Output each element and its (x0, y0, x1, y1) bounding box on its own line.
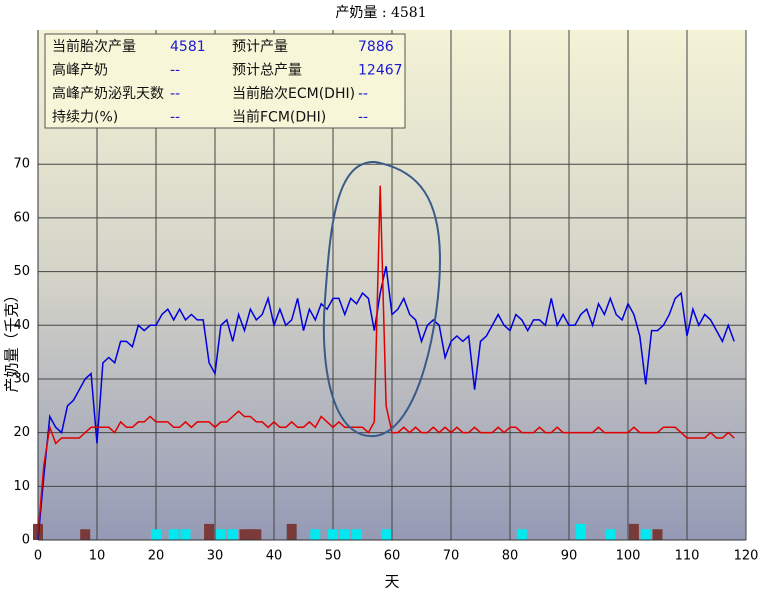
event-marker (351, 529, 362, 540)
event-marker (215, 529, 226, 540)
x-tick-label: 60 (384, 549, 401, 564)
info-label: 持续力(%) (52, 109, 118, 126)
info-value: -- (358, 110, 368, 126)
event-marker (339, 529, 350, 540)
x-tick-label: 40 (266, 549, 283, 564)
x-tick-label: 90 (561, 549, 578, 564)
info-value: 12467 (358, 63, 403, 79)
x-tick-label: 80 (502, 549, 519, 564)
info-label: 预计总产量 (232, 63, 302, 79)
y-tick-label: 70 (13, 157, 30, 172)
event-marker (286, 523, 297, 540)
x-tick-label: 30 (207, 549, 224, 564)
series-line (37, 185, 735, 535)
event-marker (180, 529, 191, 540)
highlight-ellipse (322, 160, 442, 438)
event-marker (227, 529, 238, 540)
y-tick-label: 40 (13, 318, 30, 333)
info-label: 预计产量 (232, 39, 288, 55)
event-marker (245, 529, 256, 540)
event-marker (516, 529, 527, 540)
chart-title: 产奶量 : 4581 (335, 5, 426, 21)
event-marker (605, 529, 616, 540)
event-marker (151, 529, 161, 540)
x-axis-label: 天 (384, 573, 399, 591)
y-axis-label: 产奶量（千克） (3, 287, 21, 392)
x-tick-label: 100 (616, 549, 641, 564)
info-box (44, 33, 406, 129)
series-line (37, 266, 735, 541)
y-tick-label: 10 (13, 479, 30, 494)
info-label: 高峰产奶泌乳天数 (52, 85, 164, 102)
info-value: -- (170, 63, 180, 79)
event-marker (328, 529, 338, 540)
event-marker (204, 523, 215, 540)
info-label: 当前FCM(DHI) (232, 109, 326, 126)
event-marker (640, 529, 651, 540)
event-marker (80, 529, 91, 540)
info-value: 4581 (170, 39, 206, 55)
event-marker (628, 523, 639, 540)
x-tick-label: 110 (675, 549, 700, 564)
x-tick-label: 20 (148, 549, 165, 564)
y-tick-label: 30 (13, 371, 30, 386)
info-label: 高峰产奶 (52, 62, 108, 79)
event-marker (310, 529, 321, 540)
x-tick-label: 70 (443, 549, 460, 564)
y-tick-label: 0 (22, 533, 30, 548)
y-tick-label: 60 (13, 210, 30, 225)
event-marker (168, 529, 179, 540)
event-marker (575, 523, 586, 540)
info-value: -- (358, 86, 368, 102)
event-marker (652, 529, 663, 540)
event-marker (251, 529, 262, 540)
info-value: -- (170, 110, 180, 126)
info-label: 当前胎次产量 (52, 38, 136, 55)
y-tick-label: 50 (13, 264, 30, 279)
x-tick-label: 10 (89, 549, 106, 564)
info-value: -- (170, 86, 180, 102)
y-tick-label: 20 (13, 425, 30, 440)
info-label: 当前胎次ECM(DHI) (232, 85, 355, 102)
event-marker (381, 529, 392, 540)
x-tick-label: 50 (325, 549, 342, 564)
event-marker (239, 529, 250, 540)
info-value: 7886 (358, 39, 394, 55)
x-tick-label: 120 (734, 549, 759, 564)
x-tick-label: 0 (34, 549, 42, 564)
